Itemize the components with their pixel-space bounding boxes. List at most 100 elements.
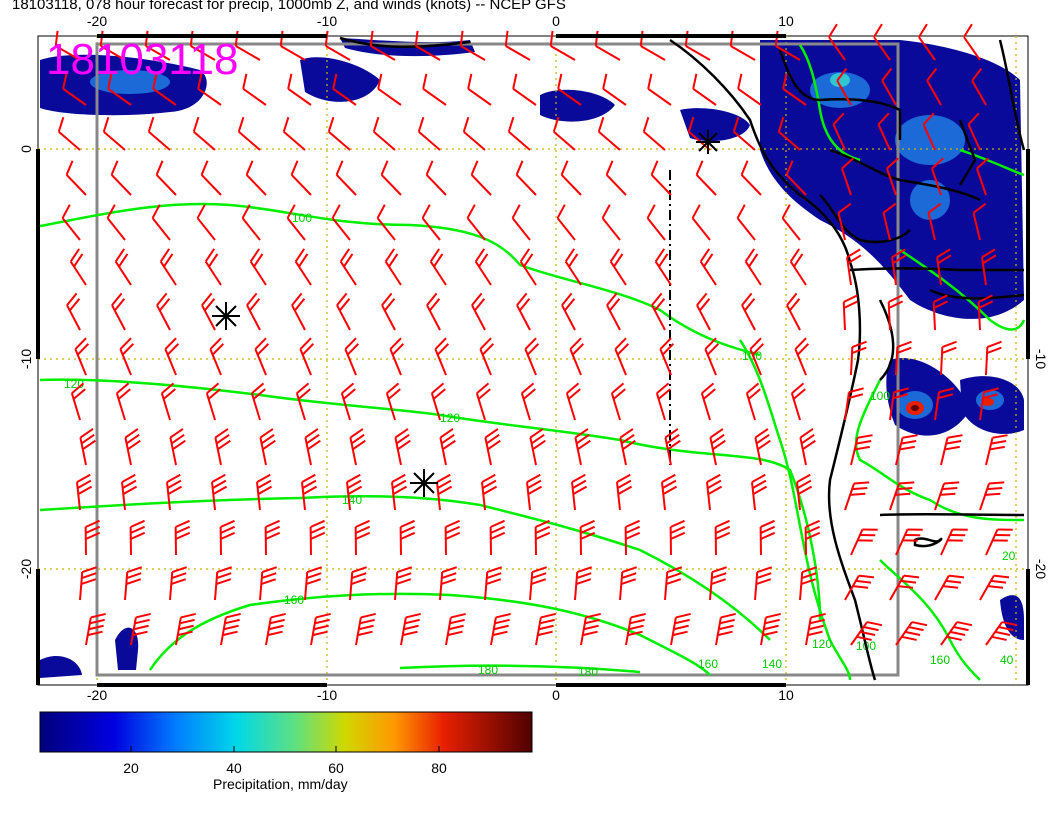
- wind-barb: [65, 160, 87, 196]
- wind-barb: [62, 73, 87, 106]
- wind-barb: [197, 73, 222, 106]
- wind-barb: [336, 292, 351, 331]
- wind-barb: [286, 204, 306, 241]
- wind-barb: [963, 23, 981, 61]
- wind-barb: [777, 116, 801, 151]
- wind-barb: [529, 428, 546, 466]
- wind-barb: [940, 621, 973, 646]
- wind-barb: [526, 473, 543, 511]
- wind-barb: [219, 519, 236, 556]
- wind-barb: [335, 160, 357, 196]
- wind-barb: [741, 292, 756, 331]
- wind-barb: [490, 612, 511, 646]
- wind-barb: [895, 621, 928, 646]
- wind-barb: [709, 566, 728, 601]
- wind-barb: [794, 337, 810, 376]
- wind-barb: [466, 204, 486, 241]
- wind-barb: [394, 566, 413, 601]
- station-markers: [212, 130, 720, 497]
- wind-barb: [684, 30, 711, 61]
- wind-barb: [391, 473, 408, 511]
- wind-barb: [256, 473, 273, 511]
- wind-barb: [704, 337, 720, 376]
- wind-barb: [241, 204, 261, 241]
- wind-barb: [354, 519, 371, 556]
- wind-barb: [647, 73, 672, 106]
- lat-tick-left: 0: [18, 145, 34, 153]
- date-stamp: 18103118: [46, 35, 239, 84]
- wind-barb: [99, 30, 126, 61]
- wind-barb: [979, 481, 1005, 511]
- contour-label: 100: [870, 389, 890, 403]
- wind-barb: [439, 428, 456, 466]
- wind-barb: [79, 428, 96, 466]
- wind-barb: [512, 73, 537, 106]
- wind-barb: [754, 566, 773, 601]
- wind-barb: [519, 248, 537, 286]
- wind-barb: [760, 612, 781, 646]
- wind-barb: [471, 292, 486, 331]
- wind-barb: [744, 248, 762, 286]
- wind-barb: [166, 473, 183, 511]
- wind-barb: [732, 116, 756, 151]
- wind-barb: [196, 204, 216, 241]
- wind-barb: [597, 116, 621, 151]
- wind-barb: [889, 574, 920, 601]
- wind-barb: [569, 337, 585, 376]
- wind-barb: [304, 428, 321, 466]
- wind-barb: [124, 428, 141, 466]
- wind-barb: [700, 382, 716, 421]
- wind-barb: [327, 116, 351, 151]
- wind-barb: [200, 160, 222, 196]
- lat-tick-left: -10: [18, 349, 34, 369]
- wind-barb: [467, 73, 492, 106]
- wind-barb: [264, 519, 281, 556]
- wind-barb: [385, 382, 401, 421]
- wind-barbs: [54, 23, 1018, 646]
- wind-barb: [515, 160, 537, 196]
- wind-barb: [940, 434, 963, 466]
- wind-barb: [642, 116, 666, 151]
- wind-barb: [110, 160, 132, 196]
- contour-label: 140: [342, 493, 362, 507]
- wind-barb: [114, 248, 132, 286]
- wind-barb: [650, 160, 672, 196]
- wind-barb: [147, 116, 171, 151]
- wind-barb: [324, 30, 351, 61]
- wind-barb: [934, 574, 965, 601]
- wind-barb: [422, 73, 447, 106]
- wind-barb: [237, 116, 261, 151]
- wind-barb: [115, 382, 131, 421]
- wind-barb: [54, 30, 81, 61]
- wind-barb: [887, 294, 904, 331]
- wind-barb: [376, 204, 396, 241]
- wind-barb: [516, 292, 531, 331]
- wind-barb: [389, 337, 405, 376]
- precipitation-areas: [40, 38, 1024, 678]
- wind-barb: [594, 30, 621, 61]
- contour-labels: 100 100 120 120 140 160 180 180 140 160 …: [64, 211, 1016, 679]
- lat-tick-left: -20: [18, 559, 34, 579]
- wind-barb: [646, 204, 666, 241]
- wind-barb: [654, 248, 672, 286]
- wind-barb: [740, 160, 762, 196]
- wind-barb: [729, 30, 756, 61]
- wind-barb: [805, 612, 826, 646]
- wind-barb: [979, 387, 999, 421]
- wind-barb: [250, 382, 266, 421]
- wind-barb: [850, 434, 873, 466]
- wind-barb: [889, 481, 915, 511]
- wind-barb: [714, 519, 731, 556]
- wind-barb: [535, 612, 556, 646]
- wind-barb: [932, 294, 949, 331]
- wind-barb: [565, 382, 581, 421]
- wind-barb: [129, 519, 146, 556]
- wind-barb: [69, 248, 87, 286]
- wind-barb: [774, 30, 801, 61]
- wind-barb: [790, 382, 806, 421]
- wind-barb: [669, 519, 686, 556]
- wind-barb: [796, 473, 813, 511]
- wind-barb: [561, 292, 576, 331]
- wind-barb: [309, 519, 326, 556]
